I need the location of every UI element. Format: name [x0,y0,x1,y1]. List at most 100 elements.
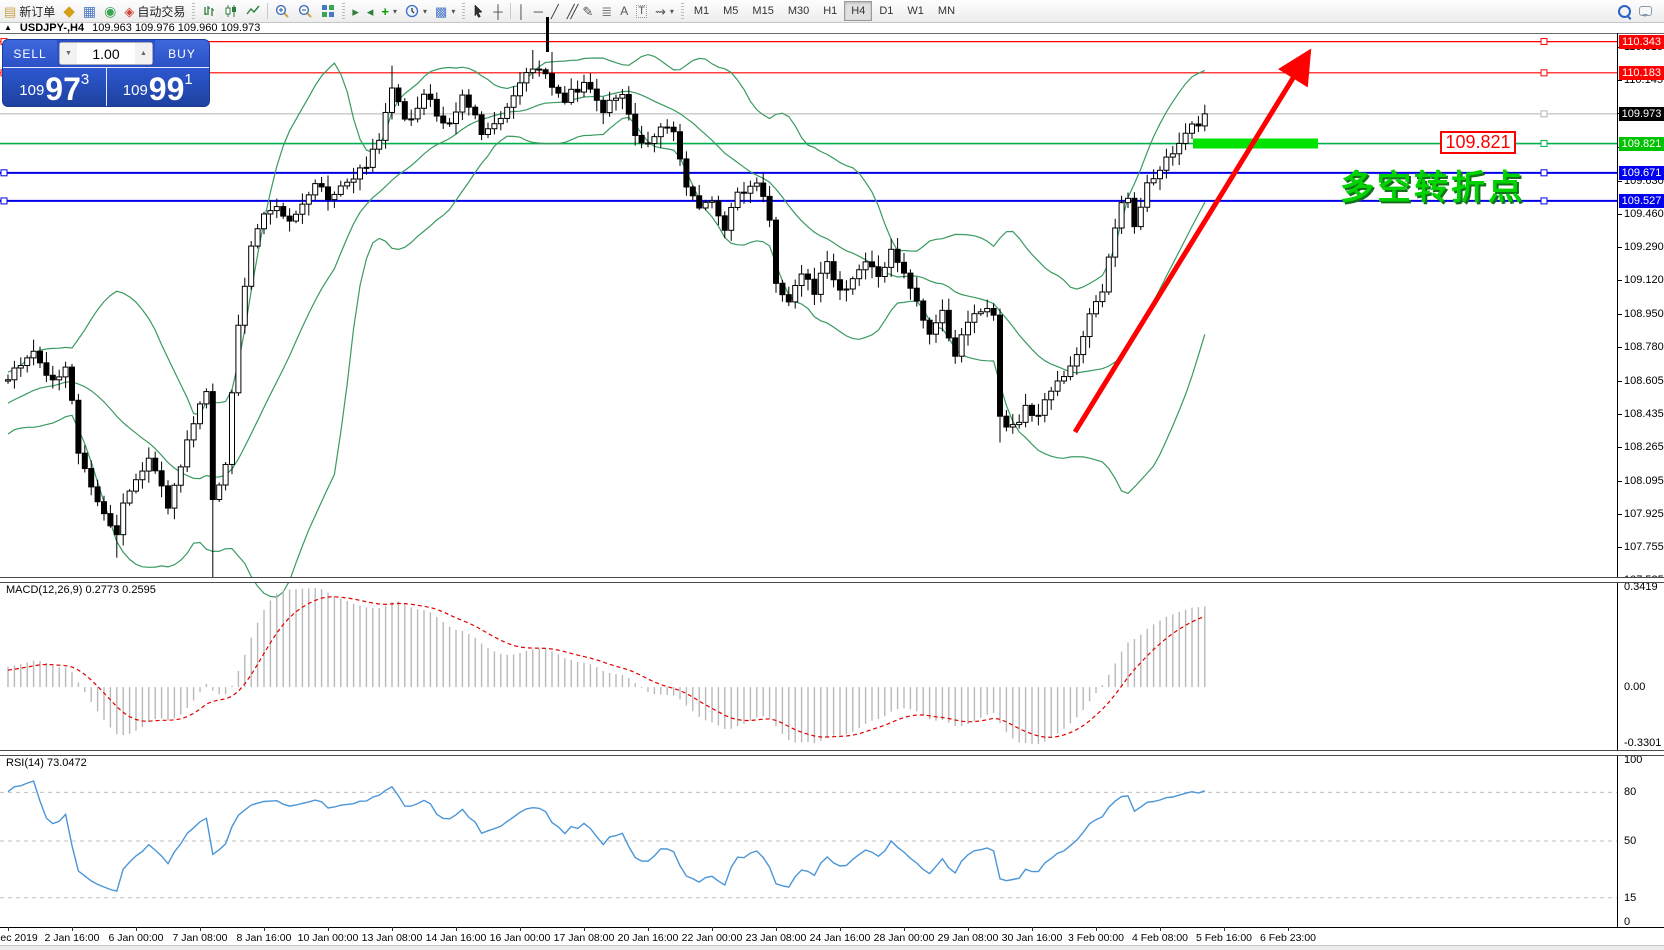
volume-down-button[interactable]: ▼ [60,43,77,64]
vertical-line-object[interactable] [546,17,549,52]
clock-icon [405,4,419,18]
timeframe-m1-button[interactable]: M1 [693,5,710,17]
buy-button[interactable]: BUY [155,40,209,67]
volume-input[interactable]: 1.00 [92,45,120,62]
timeframe-m15-button[interactable]: M15 [752,5,774,17]
cursor-icon [475,4,483,18]
periods-dropdown[interactable]: ▾ [401,1,431,21]
chart-shift-button[interactable]: ◂ [363,1,378,21]
toolbar-grip [462,3,466,19]
macd-pane-splitter[interactable] [0,577,1664,583]
date-axis-line [0,927,1664,928]
dropdown-icon: ▾ [392,6,397,16]
price-annotation-box[interactable]: 109.821 [1440,131,1516,154]
autotrading-icon: ◈ [124,3,135,19]
trendline-button[interactable]: ╱ [547,1,563,21]
cursor-button[interactable] [468,1,489,21]
tile-windows-icon [322,5,335,17]
one-click-trading-panel: SELL ▼ 1.00 ▲ BUY 109 97 3 109 99 1 [3,40,209,106]
vertical-line-icon: │ [517,3,526,19]
new-order-icon: ▤ [4,3,17,19]
fibonacci-icon: ≣ [601,3,613,19]
shapes-icon: ⇝ [654,3,666,19]
sell-price-base: 109 [19,82,45,99]
volume-up-button[interactable]: ▲ [135,43,152,64]
pencil-icon: ✎ [582,3,594,19]
zoom-in-icon [276,4,290,18]
bars-chart-icon [204,6,215,16]
auto-scroll-button[interactable]: ▸ [348,1,363,21]
zoom-out-button[interactable] [294,1,317,21]
main-toolbar: ▤ 新订单 ◆ ▦ ◉ ◈ 自动交易 ▸ ◂ + ▾ ▾ ▩ ▾ ┼ [0,0,1664,23]
zoom-out-icon [299,4,313,18]
buy-price-button[interactable]: 109 99 1 [106,68,209,106]
shapes-dropdown[interactable]: ⇝ ▾ [651,1,678,21]
horizontal-line-button[interactable]: ─ [530,1,547,21]
price-axis-line [1617,33,1618,927]
signals-button[interactable]: ◉ [100,1,120,21]
timeframe-d1-button[interactable]: D1 [879,5,894,17]
timeframe-mn-button[interactable]: MN [937,5,956,17]
sell-price-button[interactable]: 109 97 3 [3,68,107,106]
buy-price-pip: 1 [184,71,193,88]
rsi-pane-splitter[interactable] [0,750,1664,756]
search-button[interactable] [1614,1,1635,21]
terminal-button[interactable]: ◆ [59,1,79,21]
timeframe-toolbar: M1 M5 M15 M30 H1 H4 D1 W1 MN [687,1,962,21]
chart-candles-button[interactable] [220,1,242,21]
chart-top-border [0,33,1664,34]
symbol-period-label: USDJPY-,H4 [19,22,85,34]
signals-icon: ◉ [104,3,117,19]
chat-icon [1639,6,1652,17]
candles-chart-icon [225,5,237,17]
dropdown-icon: ▾ [451,6,456,16]
buy-price-base: 109 [122,82,148,99]
templates-dropdown[interactable]: ▩ ▾ [431,1,459,21]
label-tool-button[interactable]: T [632,1,651,21]
horizontal-line-icon: ─ [533,3,543,19]
chart-bars-button[interactable] [198,1,220,21]
new-chart-icon: + [381,3,389,19]
toolbar-grip [192,3,196,19]
auto-scroll-icon: ▸ [352,3,359,19]
line-chart-icon [246,5,260,15]
new-order-button[interactable]: ▤ 新订单 [0,1,59,21]
pencil-tool-button[interactable]: ✎ [578,1,597,21]
templates-icon: ▩ [435,3,448,19]
fibonacci-button[interactable]: ≣ [597,1,616,21]
sell-price-pip: 3 [80,71,90,88]
vertical-line-button[interactable]: │ [514,1,530,21]
timeframe-h4-button[interactable]: H4 [844,1,873,21]
timeframe-w1-button[interactable]: W1 [907,5,924,17]
terminal-icon: ◆ [63,2,75,20]
text-tool-button[interactable]: A [616,1,632,21]
volume-stepper: ▼ 1.00 ▲ [59,42,153,65]
text-tool-icon: A [620,4,629,18]
ohlc-quote-label: 109.963 109.976 109.960 109.973 [92,22,261,34]
market-watch-button[interactable]: ▦ [79,1,100,21]
channel-icon: ╱╱ [566,3,578,19]
sell-price-big: 97 [45,70,81,106]
zoom-in-button[interactable] [271,1,294,21]
toolbar-grip [680,3,684,19]
autotrading-button[interactable]: ◈ 自动交易 [120,1,189,21]
quote-bar: ▲ USDJPY-,H4 109.963 109.976 109.960 109… [0,22,1664,34]
chat-button[interactable] [1635,1,1656,21]
autotrading-label: 自动交易 [137,4,186,19]
timeframe-m5-button[interactable]: M5 [723,5,739,17]
channel-button[interactable]: ╱╱ [563,1,579,21]
dropdown-icon: ▾ [423,6,428,16]
new-chart-dropdown[interactable]: + ▾ [377,1,401,21]
chart-line-button[interactable] [242,1,264,21]
timeframe-h1-button[interactable]: H1 [823,5,838,17]
timeframe-m30-button[interactable]: M30 [787,5,810,17]
pivot-annotation-text[interactable]: 多空转折点 [1340,169,1525,207]
tile-windows-button[interactable] [317,1,339,21]
macd-indicator-label: MACD(12,26,9) 0.2773 0.2595 [6,584,156,596]
collapse-icon[interactable]: ▲ [4,23,12,32]
rsi-indicator-label: RSI(14) 73.0472 [6,757,87,769]
sell-button[interactable]: SELL [3,40,57,67]
crosshair-button[interactable]: ┼ [489,1,506,21]
